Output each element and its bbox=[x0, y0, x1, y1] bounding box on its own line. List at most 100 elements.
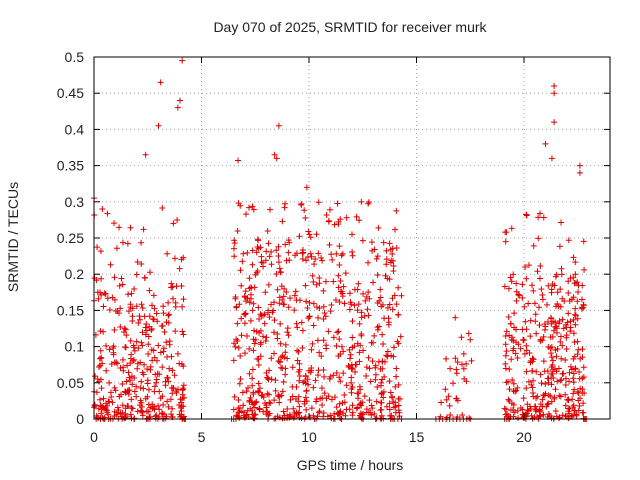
data-point bbox=[380, 340, 387, 347]
data-point bbox=[270, 329, 277, 336]
data-point bbox=[320, 410, 327, 417]
data-point bbox=[127, 360, 134, 367]
data-point bbox=[310, 300, 317, 307]
data-point bbox=[145, 386, 152, 393]
data-point bbox=[551, 82, 558, 89]
data-point bbox=[320, 337, 327, 344]
x-tick-label: 0 bbox=[90, 429, 98, 445]
data-point bbox=[547, 350, 554, 357]
data-point bbox=[566, 297, 573, 304]
data-point bbox=[557, 333, 564, 340]
data-point bbox=[275, 252, 282, 259]
data-point bbox=[520, 336, 527, 343]
data-point bbox=[266, 367, 273, 374]
data-point bbox=[316, 408, 323, 415]
data-point bbox=[328, 301, 335, 308]
data-point bbox=[149, 302, 156, 309]
data-point bbox=[248, 291, 255, 298]
data-point bbox=[111, 384, 118, 391]
data-point bbox=[539, 292, 546, 299]
data-point bbox=[272, 377, 279, 384]
data-point bbox=[293, 320, 300, 327]
data-point bbox=[537, 263, 544, 270]
data-point bbox=[559, 342, 566, 349]
data-point bbox=[164, 374, 171, 381]
data-point bbox=[468, 357, 475, 364]
data-point bbox=[308, 346, 315, 353]
data-point bbox=[249, 247, 256, 254]
data-point bbox=[558, 376, 565, 383]
data-point bbox=[295, 398, 302, 405]
data-point bbox=[555, 303, 562, 310]
data-point bbox=[516, 292, 523, 299]
data-point bbox=[119, 402, 126, 409]
data-point bbox=[380, 394, 387, 401]
data-point bbox=[361, 393, 368, 400]
data-point bbox=[134, 365, 141, 372]
data-point bbox=[377, 399, 384, 406]
data-point bbox=[233, 336, 240, 343]
data-point bbox=[576, 368, 583, 375]
data-point bbox=[244, 249, 251, 256]
data-point bbox=[178, 256, 185, 263]
data-point bbox=[247, 317, 254, 324]
data-point bbox=[104, 210, 111, 217]
data-point bbox=[523, 385, 530, 392]
data-point bbox=[540, 392, 547, 399]
data-point bbox=[145, 333, 152, 340]
data-point bbox=[373, 398, 380, 405]
data-point bbox=[327, 412, 334, 419]
data-point bbox=[144, 415, 151, 422]
data-point bbox=[340, 283, 347, 290]
data-point bbox=[443, 396, 450, 403]
data-point bbox=[513, 288, 520, 295]
data-point bbox=[333, 404, 340, 411]
data-point bbox=[566, 369, 573, 376]
data-point bbox=[128, 404, 135, 411]
data-point bbox=[169, 283, 176, 290]
data-point bbox=[157, 79, 164, 86]
data-point bbox=[120, 329, 127, 336]
data-point bbox=[572, 321, 579, 328]
data-point bbox=[241, 320, 248, 327]
data-point bbox=[513, 339, 520, 346]
data-point bbox=[580, 238, 587, 245]
data-point bbox=[243, 332, 250, 339]
data-point bbox=[234, 320, 241, 327]
data-point bbox=[528, 381, 535, 388]
data-point bbox=[268, 261, 275, 268]
data-point bbox=[255, 362, 262, 369]
data-point bbox=[313, 396, 320, 403]
data-point bbox=[238, 282, 245, 289]
data-point bbox=[502, 229, 509, 236]
data-point bbox=[368, 402, 375, 409]
data-point bbox=[520, 395, 527, 402]
data-point bbox=[512, 388, 519, 395]
data-point bbox=[567, 363, 574, 370]
data-point bbox=[296, 377, 303, 384]
data-point bbox=[296, 373, 303, 380]
data-point bbox=[276, 399, 283, 406]
data-point bbox=[106, 346, 113, 353]
data-point bbox=[120, 239, 127, 246]
data-point bbox=[543, 301, 550, 308]
data-point bbox=[338, 288, 345, 295]
data-point bbox=[141, 361, 148, 368]
data-point bbox=[250, 206, 257, 213]
data-point bbox=[235, 397, 242, 404]
data-point bbox=[529, 368, 536, 375]
data-point bbox=[460, 350, 467, 357]
data-point bbox=[551, 395, 558, 402]
data-point bbox=[239, 389, 246, 396]
data-point bbox=[109, 399, 116, 406]
data-point bbox=[545, 392, 552, 399]
data-point bbox=[257, 311, 264, 318]
data-point bbox=[512, 350, 519, 357]
data-point bbox=[510, 271, 517, 278]
data-point bbox=[319, 402, 326, 409]
data-point bbox=[505, 378, 512, 385]
data-point bbox=[128, 290, 135, 297]
data-point bbox=[540, 333, 547, 340]
data-point bbox=[347, 299, 354, 306]
data-point bbox=[508, 225, 515, 232]
